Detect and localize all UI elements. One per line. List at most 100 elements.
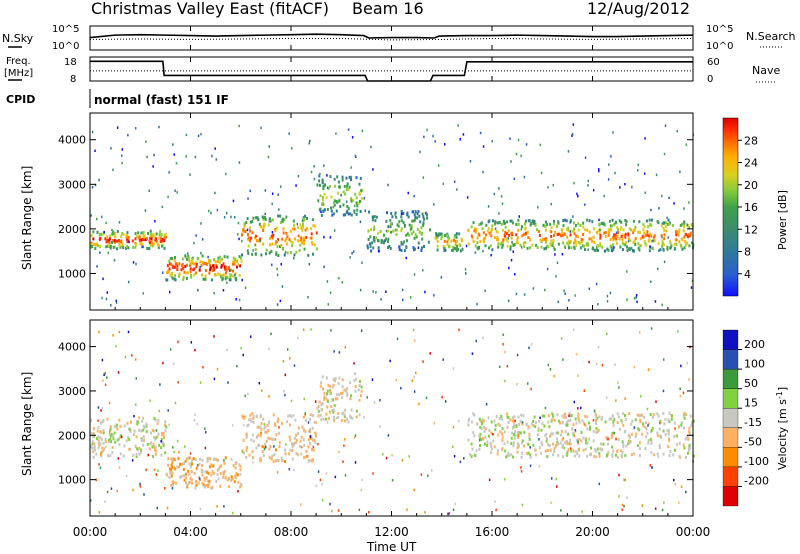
power-mark <box>599 234 602 238</box>
velocity-mark <box>312 413 315 417</box>
power-scatter-mark <box>142 292 145 295</box>
x-tick-label-3: 12:00 <box>374 525 409 539</box>
velocity-scatter-mark <box>292 468 295 472</box>
power-mark <box>356 208 359 212</box>
power-scatter-mark <box>199 265 201 269</box>
power-mark <box>342 190 345 194</box>
velocity-scatter-mark <box>618 386 620 389</box>
velocity-mark <box>320 403 323 407</box>
velocity-mark <box>252 415 255 419</box>
velocity-scatter-mark <box>506 364 509 368</box>
power-mark <box>395 215 398 219</box>
velocity-mark <box>92 455 95 459</box>
power-mark <box>193 267 196 271</box>
velocity-scatter-mark <box>204 427 206 431</box>
power-mark <box>169 257 172 261</box>
velocity-mark <box>160 453 163 457</box>
velocity-ytick-label-2: 3000 <box>58 385 86 398</box>
velocity-mark <box>516 450 519 454</box>
power-scatter-mark <box>637 163 639 167</box>
power-mark <box>675 238 678 242</box>
velocity-mark <box>521 422 524 426</box>
velocity-mark <box>97 439 100 443</box>
velocity-scatter-mark <box>353 362 355 365</box>
velocity-mark <box>305 455 308 459</box>
velocity-mark <box>564 430 567 434</box>
velocity-mark <box>190 470 193 474</box>
velocity-mark <box>104 438 107 442</box>
velocity-mark <box>351 416 354 420</box>
velocity-scatter-mark <box>270 332 272 336</box>
velocity-scatter-mark <box>498 365 501 369</box>
power-mark <box>210 278 213 282</box>
velocity-mark <box>318 400 321 404</box>
power-scatter-mark <box>102 277 104 281</box>
velocity-mark <box>146 443 149 447</box>
velocity-mark <box>563 412 566 416</box>
velocity-scatter-mark <box>649 464 652 467</box>
power-mark <box>271 218 274 222</box>
velocity-scatter-mark <box>657 455 660 459</box>
power-mark <box>235 265 238 269</box>
power-mark <box>573 232 576 236</box>
noise-right-tick-bottom: 10^0 <box>706 41 733 52</box>
velocity-mark <box>521 439 524 443</box>
power-scatter-mark <box>573 181 575 185</box>
power-mark <box>300 237 303 241</box>
velocity-mark <box>230 457 233 461</box>
velocity-mark <box>673 434 676 438</box>
velocity-mark <box>101 437 104 441</box>
power-mark <box>542 223 545 227</box>
power-scatter-mark <box>385 229 388 233</box>
power-mark <box>126 244 129 248</box>
velocity-scatter-mark <box>623 504 625 508</box>
power-mark <box>663 228 666 232</box>
velocity-scatter-mark <box>621 508 623 511</box>
velocity-mark <box>97 441 100 445</box>
power-mark <box>319 194 322 198</box>
power-mark <box>347 207 350 211</box>
power-mark <box>599 236 602 240</box>
velocity-mark <box>306 454 309 458</box>
velocity-mark <box>628 412 631 416</box>
power-mark <box>487 227 490 231</box>
power-mark <box>332 201 335 205</box>
power-mark <box>508 233 511 237</box>
power-mark <box>209 268 212 272</box>
power-mark <box>414 210 417 214</box>
velocity-mark <box>470 442 473 446</box>
power-scatter-mark <box>323 164 325 167</box>
power-mark <box>395 228 398 232</box>
velocity-mark <box>520 455 523 459</box>
power-mark <box>310 236 313 240</box>
power-mark <box>506 244 509 248</box>
power-scatter-mark <box>207 209 210 213</box>
velocity-mark <box>507 451 510 455</box>
velocity-mark <box>245 455 248 459</box>
power-mark <box>200 264 203 268</box>
velocity-mark <box>598 452 601 456</box>
velocity-mark <box>118 418 121 422</box>
power-mark <box>594 248 597 252</box>
velocity-mark <box>506 440 509 444</box>
power-mark <box>90 245 93 249</box>
velocity-mark <box>330 404 333 408</box>
velocity-scatter-mark <box>131 354 133 357</box>
velocity-scatter-mark <box>293 364 296 367</box>
velocity-mark <box>268 420 271 424</box>
power-mark <box>472 221 475 225</box>
velocity-scatter-mark <box>101 358 104 362</box>
velocity-mark <box>467 438 470 442</box>
velocity-mark <box>595 449 598 453</box>
velocity-mark <box>187 469 190 473</box>
velocity-mark <box>93 446 96 450</box>
velocity-mark <box>599 447 602 451</box>
velocity-mark <box>561 438 564 442</box>
power-mark <box>227 267 230 271</box>
power-mark <box>220 264 223 268</box>
velocity-mark <box>206 485 209 489</box>
velocity-mark <box>307 445 310 449</box>
power-mark <box>151 242 154 246</box>
velocity-scatter-mark <box>422 360 424 363</box>
velocity-mark <box>330 398 333 402</box>
